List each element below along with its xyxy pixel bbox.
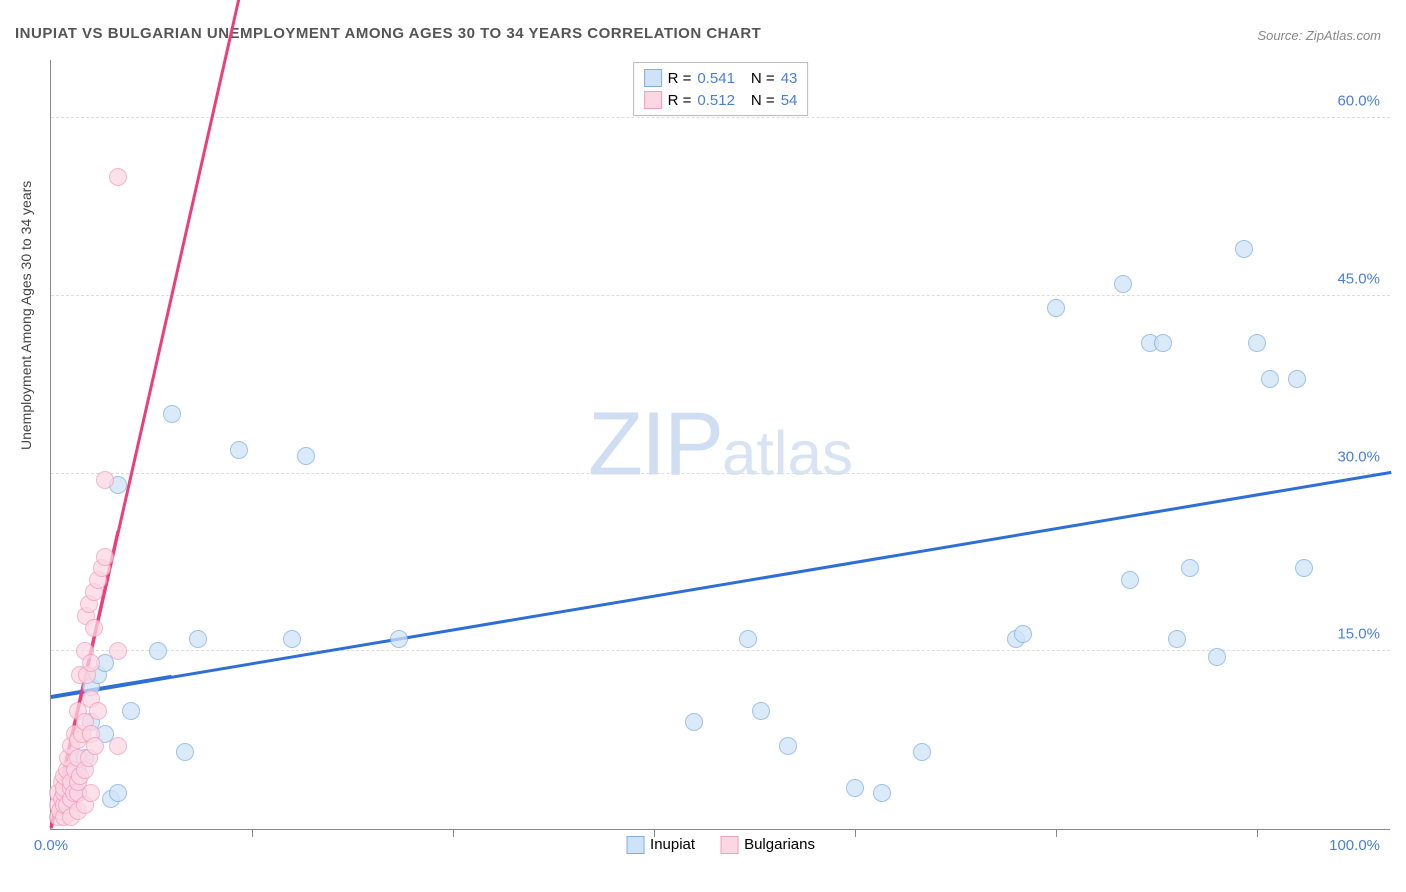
scatter-point bbox=[230, 441, 248, 459]
xtick-mark bbox=[855, 829, 856, 837]
legend-r-value: 0.541 bbox=[697, 70, 735, 87]
xtick-mark bbox=[1056, 829, 1057, 837]
scatter-point bbox=[685, 713, 703, 731]
xtick-max: 100.0% bbox=[1329, 837, 1380, 854]
ytick-label: 45.0% bbox=[1337, 270, 1380, 287]
scatter-point bbox=[297, 447, 315, 465]
scatter-point bbox=[109, 737, 127, 755]
scatter-point bbox=[752, 702, 770, 720]
scatter-point bbox=[89, 702, 107, 720]
scatter-point bbox=[149, 642, 167, 660]
legend-n-label: N = bbox=[751, 70, 775, 87]
scatter-point bbox=[1047, 299, 1065, 317]
scatter-point bbox=[1235, 240, 1253, 258]
legend-series-label: Bulgarians bbox=[744, 836, 815, 853]
gridline-h bbox=[51, 295, 1390, 296]
watermark-bold: ZIP bbox=[588, 394, 722, 494]
trendline bbox=[51, 675, 172, 698]
legend-series-label: Inupiat bbox=[650, 836, 695, 853]
scatter-point bbox=[109, 642, 127, 660]
ytick-label: 15.0% bbox=[1337, 626, 1380, 643]
scatter-point bbox=[82, 654, 100, 672]
xtick-mark bbox=[1257, 829, 1258, 837]
chart-title: INUPIAT VS BULGARIAN UNEMPLOYMENT AMONG … bbox=[15, 25, 761, 42]
scatter-point bbox=[913, 743, 931, 761]
y-axis-label: Unemployment Among Ages 30 to 34 years bbox=[18, 181, 34, 450]
scatter-point bbox=[1168, 630, 1186, 648]
legend-series: Inupiat Bulgarians bbox=[626, 836, 815, 854]
ytick-label: 30.0% bbox=[1337, 448, 1380, 465]
legend-swatch bbox=[720, 836, 738, 854]
scatter-point bbox=[390, 630, 408, 648]
scatter-point bbox=[739, 630, 757, 648]
ytick-label: 60.0% bbox=[1337, 93, 1380, 110]
xtick-mark bbox=[453, 829, 454, 837]
plot-area: ZIPatlas R = 0.541N = 43R = 0.512N = 54 … bbox=[50, 60, 1390, 830]
scatter-point bbox=[82, 784, 100, 802]
scatter-point bbox=[1154, 334, 1172, 352]
scatter-point bbox=[1181, 559, 1199, 577]
legend-n-label: N = bbox=[751, 92, 775, 109]
scatter-point bbox=[1288, 370, 1306, 388]
scatter-point bbox=[1114, 275, 1132, 293]
scatter-point bbox=[779, 737, 797, 755]
legend-swatch bbox=[644, 69, 662, 87]
scatter-point bbox=[189, 630, 207, 648]
scatter-point bbox=[96, 471, 114, 489]
xtick-min: 0.0% bbox=[34, 837, 68, 854]
scatter-point bbox=[86, 737, 104, 755]
scatter-point bbox=[96, 548, 114, 566]
gridline-h bbox=[51, 473, 1390, 474]
scatter-point bbox=[1248, 334, 1266, 352]
scatter-point bbox=[283, 630, 301, 648]
scatter-point bbox=[109, 784, 127, 802]
source-label: Source: ZipAtlas.com bbox=[1257, 28, 1381, 43]
scatter-point bbox=[846, 779, 864, 797]
gridline-h bbox=[51, 117, 1390, 118]
legend-n-value: 43 bbox=[781, 70, 798, 87]
watermark-light: atlas bbox=[722, 419, 853, 488]
legend-correlation: R = 0.541 N = 43 R = 0.512 N = 54 bbox=[633, 62, 809, 116]
legend-r-label: R = bbox=[668, 92, 692, 109]
scatter-point bbox=[176, 743, 194, 761]
scatter-point bbox=[109, 168, 127, 186]
scatter-point bbox=[85, 619, 103, 637]
legend-r-label: R = bbox=[668, 70, 692, 87]
xtick-mark bbox=[252, 829, 253, 837]
legend-n-value: 54 bbox=[781, 92, 798, 109]
scatter-point bbox=[1121, 571, 1139, 589]
legend-swatch bbox=[626, 836, 644, 854]
scatter-point bbox=[1295, 559, 1313, 577]
watermark: ZIPatlas bbox=[588, 393, 853, 496]
scatter-point bbox=[122, 702, 140, 720]
scatter-point bbox=[873, 784, 891, 802]
xtick-mark bbox=[654, 829, 655, 837]
scatter-point bbox=[1261, 370, 1279, 388]
scatter-point bbox=[1208, 648, 1226, 666]
scatter-point bbox=[1014, 625, 1032, 643]
legend-swatch bbox=[644, 91, 662, 109]
scatter-point bbox=[163, 405, 181, 423]
gridline-h bbox=[51, 650, 1390, 651]
legend-series-item: Bulgarians bbox=[720, 836, 815, 854]
legend-series-item: Inupiat bbox=[626, 836, 695, 854]
legend-r-value: 0.512 bbox=[697, 92, 735, 109]
legend-row: R = 0.541 N = 43 bbox=[644, 67, 798, 89]
legend-row: R = 0.512 N = 54 bbox=[644, 89, 798, 111]
